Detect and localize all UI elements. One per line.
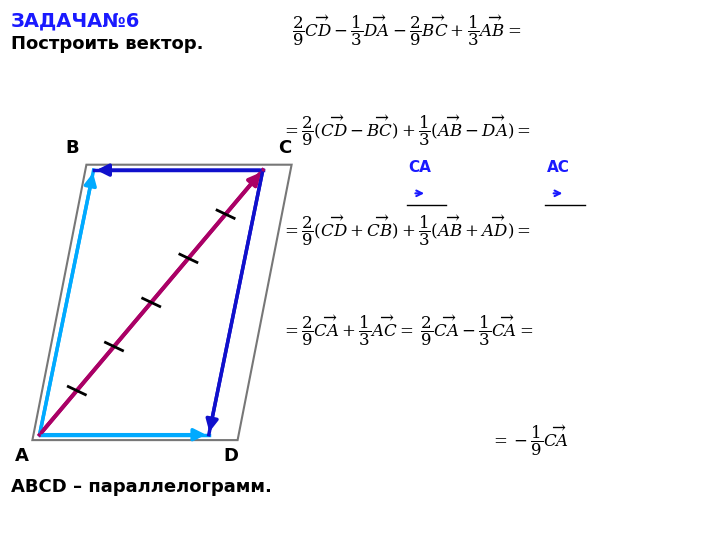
Text: ABCD – параллелограмм.: ABCD – параллелограмм. xyxy=(11,478,271,496)
Text: $\dfrac{2}{9}\overrightarrow{CD}-\dfrac{1}{3}\overrightarrow{DA}-\dfrac{2}{9}\ov: $\dfrac{2}{9}\overrightarrow{CD}-\dfrac{… xyxy=(292,14,521,48)
Text: ЗАДАЧА№6: ЗАДАЧА№6 xyxy=(11,12,140,31)
Text: CA: CA xyxy=(408,160,431,176)
Text: $=\dfrac{2}{9}\overrightarrow{CA}+\dfrac{1}{3}\overrightarrow{AC}=\;\dfrac{2}{9}: $=\dfrac{2}{9}\overrightarrow{CA}+\dfrac… xyxy=(281,313,533,348)
Text: D: D xyxy=(223,447,238,465)
Text: B: B xyxy=(66,139,78,158)
Text: AC: AC xyxy=(546,160,570,176)
Text: $=\dfrac{2}{9}(\overrightarrow{CD}+\overrightarrow{CB})+\dfrac{1}{3}(\overrighta: $=\dfrac{2}{9}(\overrightarrow{CD}+\over… xyxy=(281,213,531,248)
Text: $=-\dfrac{1}{9}\overrightarrow{CA}$: $=-\dfrac{1}{9}\overrightarrow{CA}$ xyxy=(490,423,569,458)
Text: Построить вектор.: Построить вектор. xyxy=(11,35,203,53)
Text: A: A xyxy=(14,447,29,465)
Text: C: C xyxy=(278,139,291,158)
Text: $=\dfrac{2}{9}(\overrightarrow{CD}-\overrightarrow{BC})+\dfrac{1}{3}(\overrighta: $=\dfrac{2}{9}(\overrightarrow{CD}-\over… xyxy=(281,113,531,148)
